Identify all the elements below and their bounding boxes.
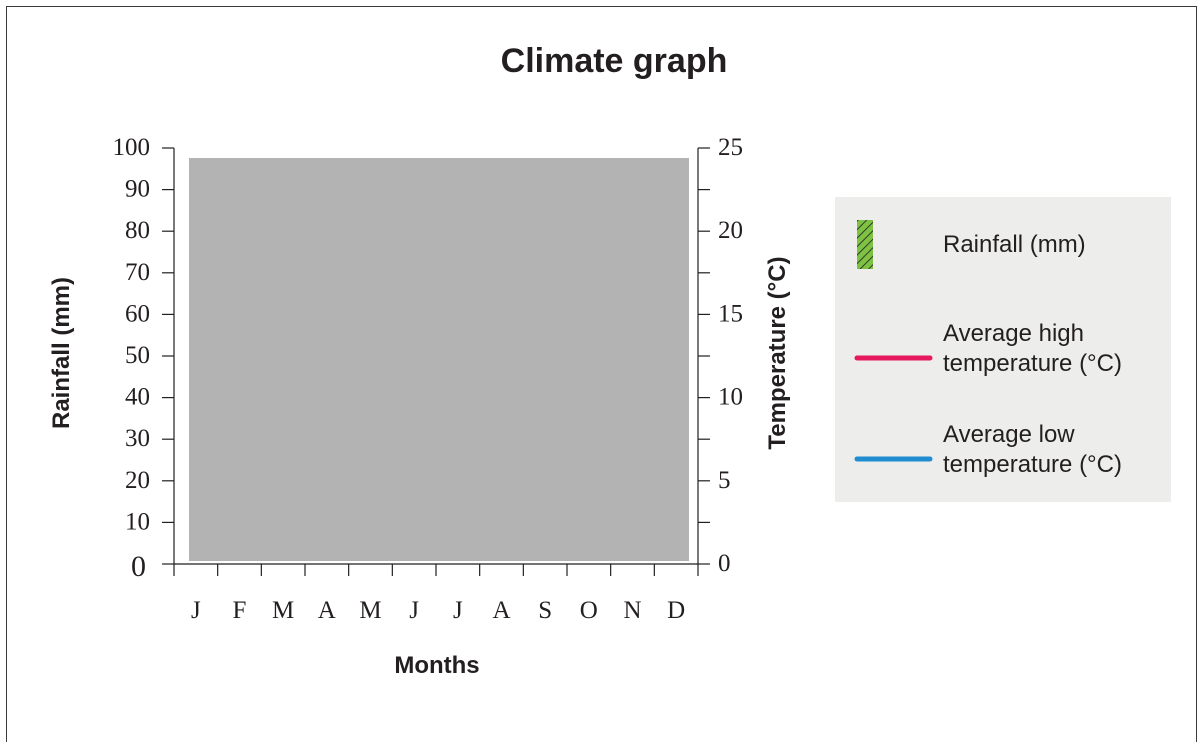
left-axis-ticks: 0 10 20 30 40 50 60 70 80 90 100 [113,134,174,583]
y2-tick-label: 15 [718,300,743,327]
y2-tick-label: 10 [718,384,743,411]
x-tick-label: M [359,597,381,624]
legend-label: Average low temperature (°C) [943,421,1122,478]
y-tick-label: 90 [125,176,150,203]
legend-label: Rainfall (mm) [943,231,1086,258]
x-tick-label: M [272,597,294,624]
x-tick-label: D [667,597,685,624]
x-tick-label: J [409,597,419,624]
y-tick-label: 60 [125,300,150,327]
y-tick-label: 0 [131,550,146,583]
x-tick-label: F [233,597,247,624]
y-tick-label: 70 [125,259,150,286]
y-tick-label: 50 [125,342,150,369]
y2-tick-label: 5 [718,467,731,494]
x-tick-label: A [492,597,510,624]
legend-label: Average high temperature (°C) [943,320,1122,377]
right-axis-ticks: 0 5 10 15 20 25 [698,134,743,577]
x-tick-label: J [453,597,463,624]
legend-box [835,197,1171,502]
x-tick-label: A [318,597,336,624]
y-tick-label: 100 [113,134,151,161]
x-tick-label: S [538,597,552,624]
legend-rainfall-swatch [857,220,873,269]
legend: Rainfall (mm) Average high temperature (°C… [835,197,1171,502]
x-tick-label: O [580,597,598,624]
y-tick-label: 80 [125,217,150,244]
plot-area [189,158,689,561]
x-tick-label: N [623,597,641,624]
y2-tick-label: 25 [718,134,743,161]
x-tick-label: J [191,597,201,624]
y2-axis-title: Temperature (°C) [764,256,791,449]
y-axis-title: Rainfall (mm) [48,277,75,429]
y-tick-label: 30 [125,425,150,452]
y-tick-label: 40 [125,384,150,411]
y-tick-label: 10 [125,508,150,535]
y2-tick-label: 0 [718,550,731,577]
y-tick-label: 20 [125,467,150,494]
y2-tick-label: 20 [718,217,743,244]
x-axis-title: Months [394,652,479,679]
chart-title: Climate graph [501,42,728,80]
